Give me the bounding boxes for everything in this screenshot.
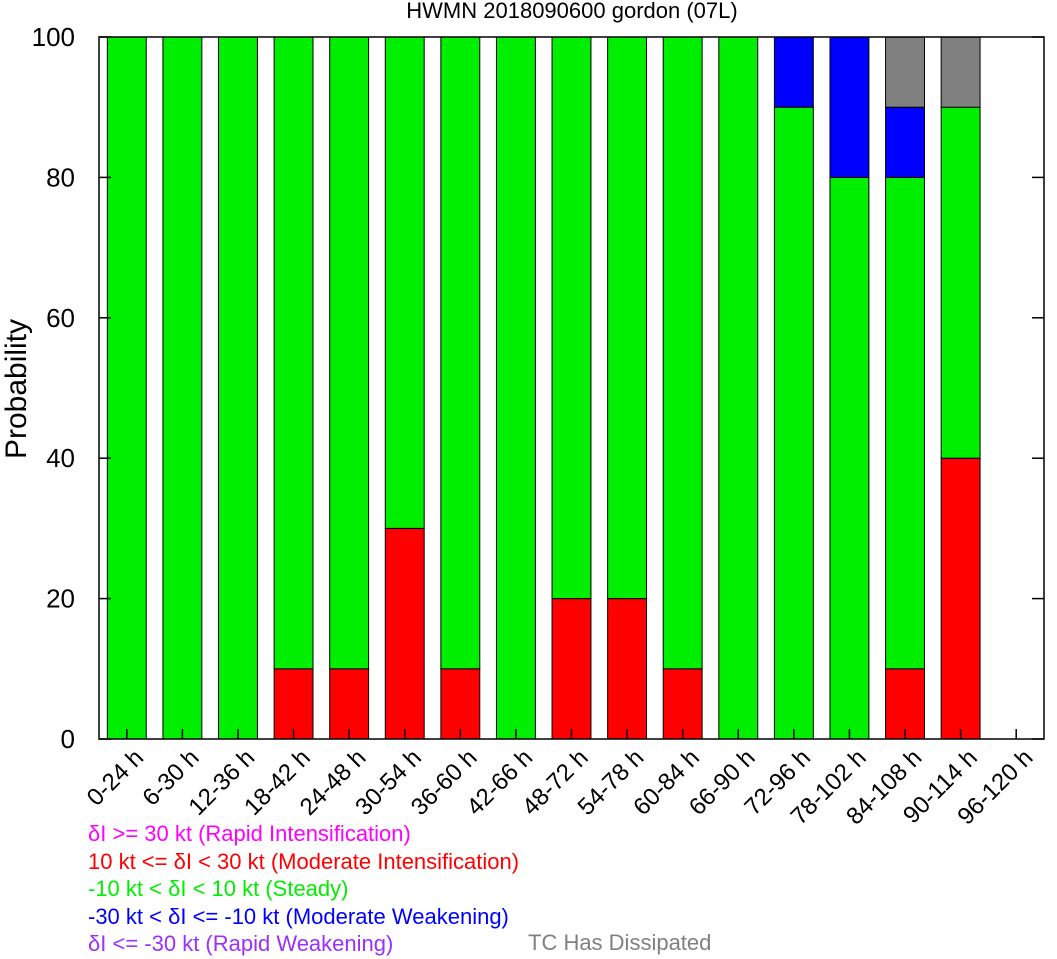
bars-layer (106, 36, 981, 740)
bar-mw-72-96h (773, 36, 814, 108)
legend-dissipated: TC Has Dissipated (528, 930, 712, 955)
bar-mw-78-102h (829, 36, 870, 178)
bar-steady-24-48h (329, 36, 370, 670)
bar-steady-36-60h (440, 36, 481, 670)
bar-steady-0-24h (106, 36, 147, 740)
bar-steady-48-72h (551, 36, 592, 600)
bar-steady-78-102h (829, 176, 870, 740)
bar-steady-60-84h (662, 36, 703, 670)
legend: δI >= 30 kt (Rapid Intensification) 10 k… (88, 820, 519, 958)
x-tick-label: 0-24 h (82, 744, 149, 811)
bar-mi-48-72h (551, 598, 592, 740)
bar-steady-54-78h (607, 36, 648, 600)
legend-moderate-intensification: 10 kt <= δI < 30 kt (Moderate Intensific… (88, 848, 520, 874)
bar-steady-66-90h (718, 36, 759, 740)
bar-mi-60-84h (662, 668, 703, 740)
y-axis-label: Probability (0, 319, 33, 459)
bar-mi-90-114h (940, 457, 981, 740)
y-tick-label: 20 (46, 584, 75, 614)
bar-steady-42-66h (495, 36, 536, 740)
bar-steady-18-42h (273, 36, 314, 670)
bar-steady-72-96h (773, 106, 814, 740)
bar-mi-18-42h (273, 668, 314, 740)
bar-steady-84-108h (885, 176, 925, 670)
y-tick-label: 60 (46, 303, 75, 333)
legend-rapid-intensification: δI >= 30 kt (Rapid Intensification) (88, 821, 411, 846)
y-tick-label: 80 (46, 162, 75, 192)
y-tick-label: 0 (61, 724, 75, 754)
bar-mi-54-78h (607, 598, 648, 740)
bar-dissipated-84-108h (885, 36, 925, 108)
bar-mw-84-108h (885, 106, 925, 178)
bar-mi-84-108h (885, 668, 925, 740)
bar-steady-90-114h (940, 106, 981, 459)
bar-mi-36-60h (440, 668, 481, 740)
bar-steady-30-54h (384, 36, 425, 529)
bar-dissipated-90-114h (940, 36, 981, 108)
y-tick-label: 40 (46, 443, 75, 473)
legend-moderate-weakening: -30 kt < δI <= -10 kt (Moderate Weakenin… (88, 903, 509, 929)
legend-steady: -10 kt < δI < 10 kt (Steady) (88, 876, 349, 901)
bar-mi-24-48h (329, 668, 370, 740)
bar-steady-6-30h (162, 36, 203, 740)
bar-mi-30-54h (384, 527, 425, 740)
chart-title: HWMN 2018090600 gordon (07L) (406, 0, 737, 23)
bar-steady-12-36h (218, 36, 258, 740)
legend-rapid-weakening: δI <= -30 kt (Rapid Weakening) (88, 931, 394, 956)
y-tick-label: 100 (32, 22, 75, 52)
